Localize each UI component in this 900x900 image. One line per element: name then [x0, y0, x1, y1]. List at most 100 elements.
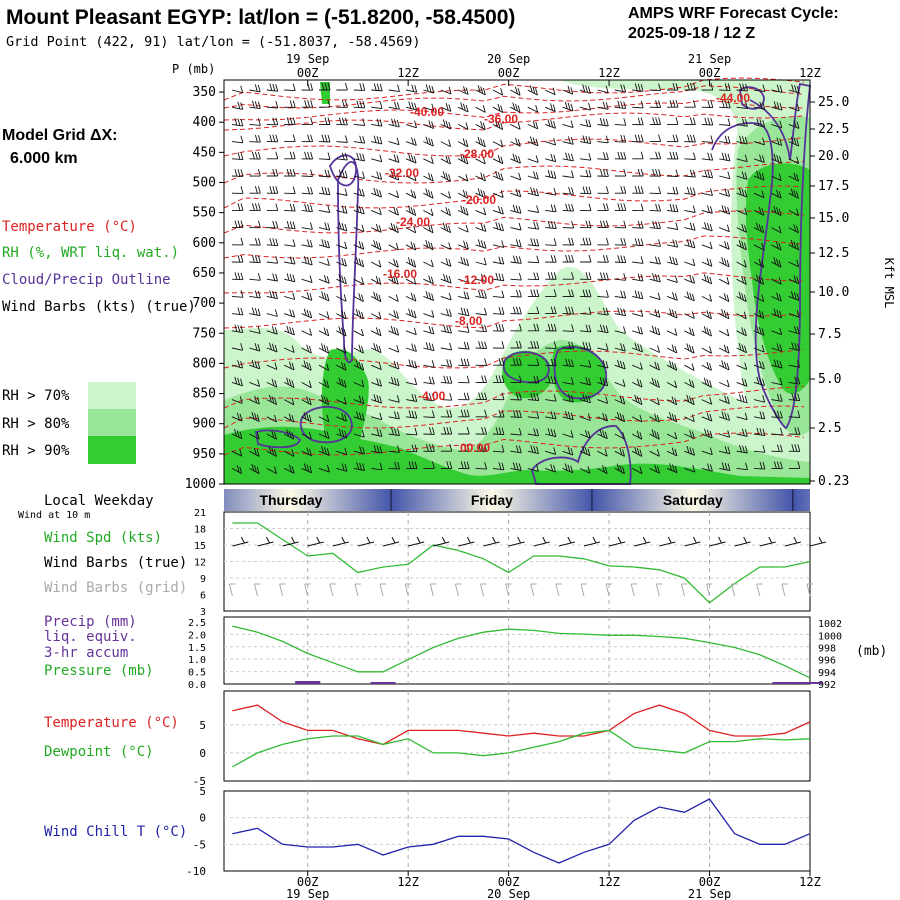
wind-barb	[284, 273, 296, 283]
wind-barb	[301, 117, 314, 125]
wind-barb	[457, 122, 469, 130]
wind-barb	[510, 289, 522, 298]
wind-barb	[701, 397, 713, 405]
wind-barb	[318, 239, 330, 249]
wind-barb	[753, 360, 765, 370]
wind-barb	[632, 220, 644, 229]
wind-barb	[736, 444, 748, 454]
wind-barb	[736, 275, 747, 285]
wind-barb	[440, 139, 452, 148]
wind-barb	[371, 135, 383, 145]
wind-barb	[458, 426, 470, 435]
wind-barb	[266, 342, 278, 353]
wind-barb	[440, 461, 453, 469]
wind-barb	[353, 204, 365, 215]
height-tick-label: 12.5	[818, 246, 849, 261]
temperature-contour	[223, 99, 805, 121]
y-tick-label: 1.0	[188, 655, 206, 666]
y-tick-label: 2.0	[188, 630, 206, 641]
y2-tick-label: 992	[818, 680, 836, 691]
height-tick-label: 20.0	[818, 149, 849, 164]
wind-barb	[649, 292, 661, 301]
wind-barb	[388, 84, 400, 93]
wind-barb	[405, 120, 417, 129]
wind-barb-grid	[655, 583, 663, 597]
wind-barb	[719, 360, 730, 371]
y-tick-label: -5	[193, 838, 206, 851]
wind-barb	[423, 239, 434, 251]
wind-barb	[527, 358, 540, 366]
wind-barb	[336, 397, 347, 405]
wind-barb	[666, 380, 678, 389]
wind-barb	[667, 117, 679, 125]
dewpoint-label: Dewpoint (°C)	[44, 744, 154, 760]
wind-barb	[266, 117, 279, 126]
wind-barb	[318, 379, 330, 388]
wind-barb	[336, 310, 347, 320]
wind-barb	[231, 343, 244, 351]
height-tick-label: 5.0	[818, 372, 841, 387]
height-tick-label: 2.5	[818, 421, 841, 436]
wind-barb	[318, 169, 331, 178]
temperature-label: Temperature (°C)	[44, 715, 179, 731]
wind-barb	[510, 255, 522, 264]
wind-barb	[301, 239, 313, 248]
wind-barb	[440, 171, 451, 182]
wind-barb	[527, 238, 540, 247]
wind-barb	[649, 361, 660, 371]
wind-barb	[753, 294, 765, 302]
y2-tick-label: 996	[818, 656, 836, 667]
wind-barb	[719, 100, 731, 109]
wind-barb	[579, 377, 592, 386]
wind-barb	[408, 536, 425, 547]
wind-barb	[562, 237, 575, 246]
wind-barb	[318, 414, 330, 423]
wind-barb	[266, 378, 278, 388]
wind-barb	[788, 291, 800, 301]
wind-barb	[719, 171, 731, 180]
height-tick-label: 10.0	[818, 285, 849, 300]
wind-barb	[475, 188, 486, 199]
wind-barb	[614, 379, 626, 387]
wind-barb	[423, 310, 435, 318]
wind-barb	[631, 394, 643, 406]
wind-barb	[301, 256, 313, 266]
wind-barb	[475, 358, 488, 366]
wind-barb	[562, 394, 574, 403]
wind-barb	[318, 311, 330, 319]
wind-barb	[562, 306, 575, 315]
y-tick-label: 18	[194, 525, 206, 536]
wind-barb	[284, 345, 295, 353]
wind-barb	[510, 306, 522, 315]
rh90-region	[745, 163, 810, 394]
wind-barb	[475, 239, 487, 249]
wind-barb	[666, 360, 678, 371]
wind-barb	[318, 222, 331, 231]
wind-barb	[266, 290, 278, 300]
wind-barb	[719, 83, 731, 91]
wind-barb	[579, 169, 592, 178]
wind-barb	[231, 412, 243, 422]
wind-barb	[649, 309, 661, 318]
wind-barb	[614, 84, 627, 93]
wind-barb	[231, 101, 244, 110]
wind-barb	[614, 431, 626, 440]
wind-barb	[423, 376, 435, 385]
wind-barb	[457, 138, 469, 148]
wind-barb	[249, 168, 261, 177]
wind-barb	[684, 327, 695, 337]
wind-barb	[527, 392, 540, 401]
wind-barb	[510, 340, 522, 349]
wind-barb	[266, 362, 278, 370]
wind-barb	[423, 188, 434, 199]
temperature-contour-label: -44.00	[716, 91, 750, 105]
wind-barb	[231, 255, 244, 263]
wind-barb	[632, 273, 644, 282]
wind-barb	[736, 342, 747, 354]
wind-barb	[423, 392, 435, 402]
pressure-tick-label: 650	[193, 266, 216, 281]
wind-barb	[458, 409, 470, 418]
wind-barb	[301, 292, 313, 301]
wind-barb	[771, 173, 782, 182]
